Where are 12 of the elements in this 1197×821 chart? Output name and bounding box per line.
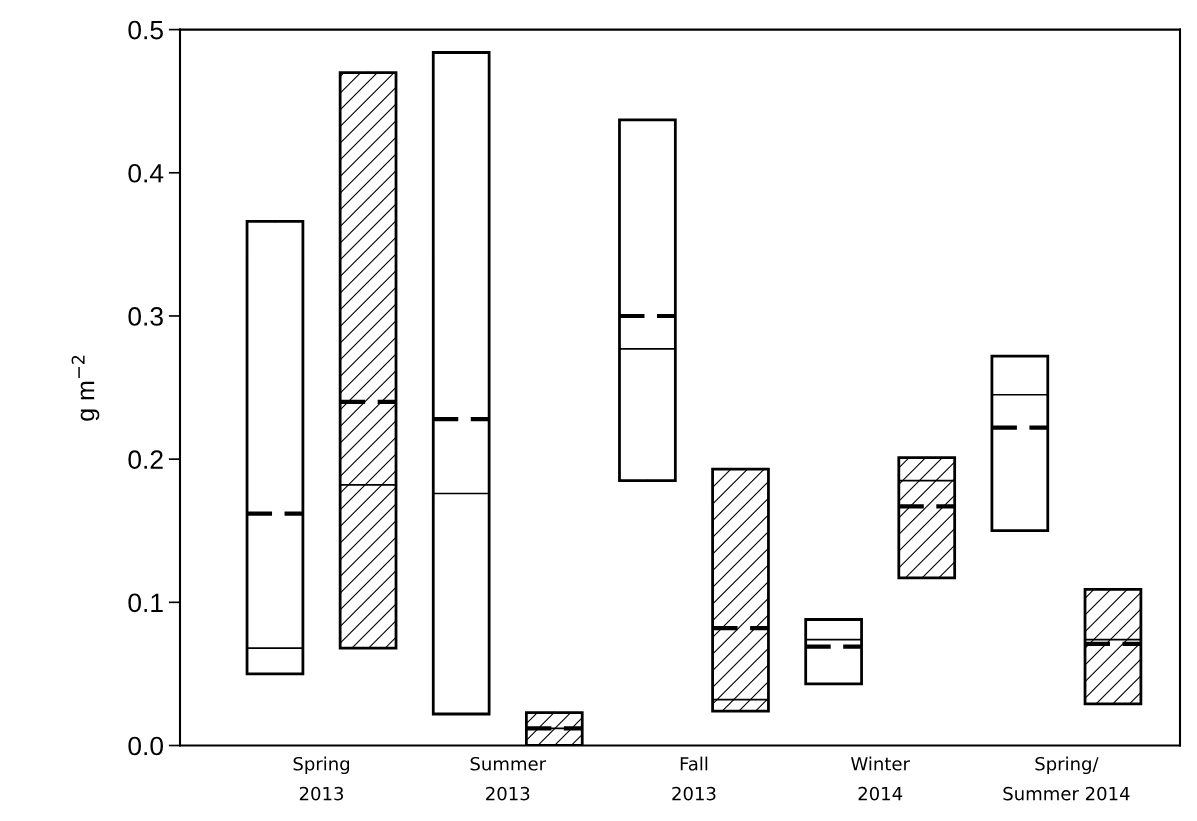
- x-tick-label: Spring/ Summer 2014: [1003, 756, 1130, 801]
- x-tick-label: Spring 2013: [293, 756, 350, 801]
- y-tick-label: 0.0: [128, 736, 163, 756]
- y-tick-label: 0.3: [128, 307, 163, 326]
- y-tick-label: 0.4: [128, 163, 164, 183]
- x-tick-label: Fall 2013: [672, 756, 716, 801]
- y-tick-label: 0.2: [128, 450, 163, 469]
- y-axis-title: g m$^{−2}$: [71, 355, 100, 421]
- x-tick-label: Winter 2014: [851, 756, 910, 801]
- x-tick-label: Summer 2013: [470, 756, 547, 801]
- y-tick-label: 0.1: [128, 593, 163, 613]
- y-tick-label: 0.5: [128, 20, 163, 40]
